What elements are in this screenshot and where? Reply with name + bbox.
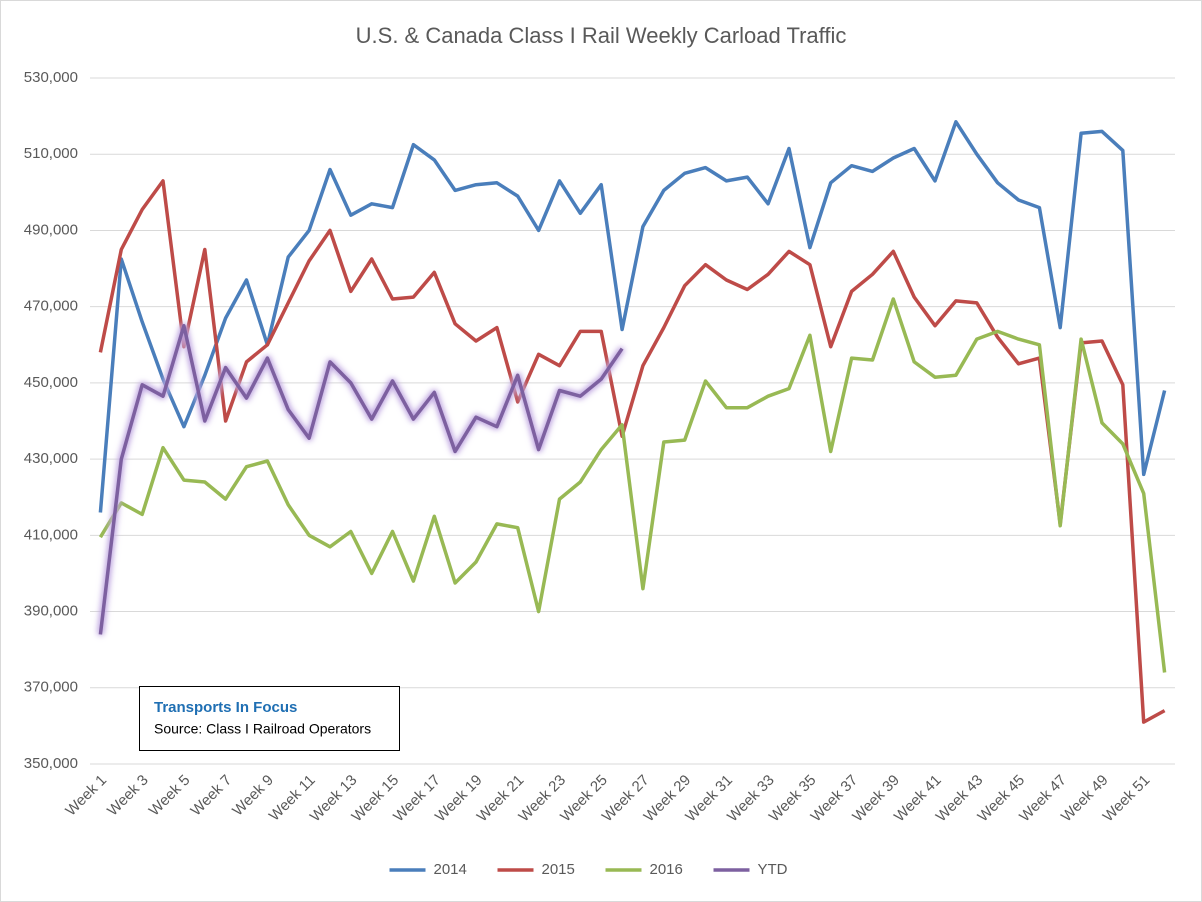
series-line (98, 120, 1167, 513)
y-tick-label: 450,000 (24, 374, 78, 391)
y-tick-label: 470,000 (24, 298, 78, 315)
y-tick-label: 370,000 (24, 679, 78, 696)
legend-label: 2016 (650, 861, 683, 878)
y-tick-label: 350,000 (24, 755, 78, 772)
annotation-title: Transports In Focus (154, 699, 297, 716)
series-line (98, 179, 1166, 724)
legend-label: 2015 (542, 861, 575, 878)
legend-label: YTD (758, 861, 788, 878)
y-tick-label: 530,000 (24, 69, 78, 86)
series-line (98, 323, 624, 635)
y-tick-label: 430,000 (24, 450, 78, 467)
y-tick-label: 390,000 (24, 603, 78, 620)
series-line (98, 297, 1167, 673)
legend-label: 2014 (434, 861, 467, 878)
y-tick-label: 410,000 (24, 526, 78, 543)
y-tick-label: 510,000 (24, 145, 78, 162)
annotation-source: Source: Class I Railroad Operators (154, 721, 371, 737)
annotation: Transports In Focus Source: Class I Rail… (139, 686, 400, 751)
y-tick-label: 490,000 (24, 221, 78, 238)
chart-title: U.S. & Canada Class I Rail Weekly Carloa… (356, 23, 847, 48)
annotation-box (139, 686, 400, 751)
